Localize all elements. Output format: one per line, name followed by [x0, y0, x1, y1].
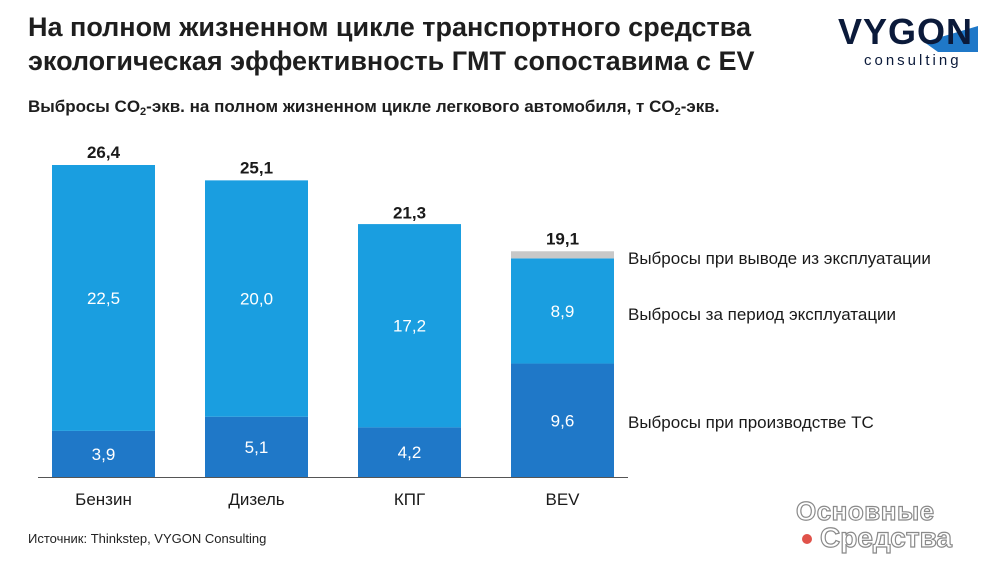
segment-value-label: 17,2: [393, 317, 426, 336]
chart-subtitle: Выбросы CO2-экв. на полном жизненном цик…: [28, 97, 928, 118]
subtitle-part3: -экв.: [680, 97, 720, 116]
segment-value-label: 3,9: [92, 445, 116, 464]
subtitle-part1: Выбросы CO: [28, 97, 141, 116]
category-label: Дизель: [228, 490, 284, 509]
watermark-logo: Основные Средства: [790, 496, 990, 557]
total-value-label: 21,3: [393, 203, 426, 222]
bar-segment: [205, 416, 308, 477]
segment-value-label: 22,5: [87, 289, 120, 308]
segment-value-label: 9,6: [551, 411, 575, 430]
total-value-label: 25,1: [240, 158, 273, 177]
total-value-label: 19,1: [546, 229, 579, 248]
legend-entry: Выбросы при выводе из эксплуатации: [628, 249, 931, 268]
category-label: КПГ: [394, 490, 425, 509]
logo-sub: consulting: [864, 52, 962, 69]
watermark-line2: Средства: [819, 522, 953, 553]
bar-segment: [52, 165, 155, 431]
category-label: BEV: [545, 490, 580, 509]
watermark-dot-icon: [802, 534, 812, 544]
bar-segment: [358, 224, 461, 428]
subtitle-sub1: 2: [140, 106, 147, 118]
subtitle-part2: -экв. на полном жизненном цикле легковог…: [146, 97, 675, 116]
bar-segment: [52, 430, 155, 477]
segment-value-label: 8,9: [551, 302, 575, 321]
legend-entry: Выбросы при производстве ТС: [628, 413, 874, 432]
segment-value-label: 5,1: [245, 438, 269, 457]
segment-value-label: 4,2: [398, 443, 422, 462]
bar-segment: [358, 427, 461, 477]
watermark-line1: Основные: [795, 496, 935, 526]
segment-value-label: 20,0: [240, 290, 273, 309]
source-note: Источник: Thinkstep, VYGON Consulting: [28, 531, 267, 546]
logo-word: VYGON: [838, 11, 974, 52]
total-value-label: 26,4: [87, 143, 121, 162]
bar-segment: [205, 180, 308, 417]
logo-swoosh-icon: [924, 26, 978, 52]
bar-segment: [511, 258, 614, 364]
bar-segment: [511, 363, 614, 477]
vygon-logo: VYGON consulting: [838, 12, 978, 72]
page-title: На полном жизненном цикле транспортного …: [28, 12, 755, 76]
subtitle-sub2: 2: [674, 106, 681, 118]
legend-entry: Выбросы за период эксплуатации: [628, 305, 896, 324]
bar-segment: [511, 251, 614, 259]
category-label: Бензин: [75, 490, 132, 509]
